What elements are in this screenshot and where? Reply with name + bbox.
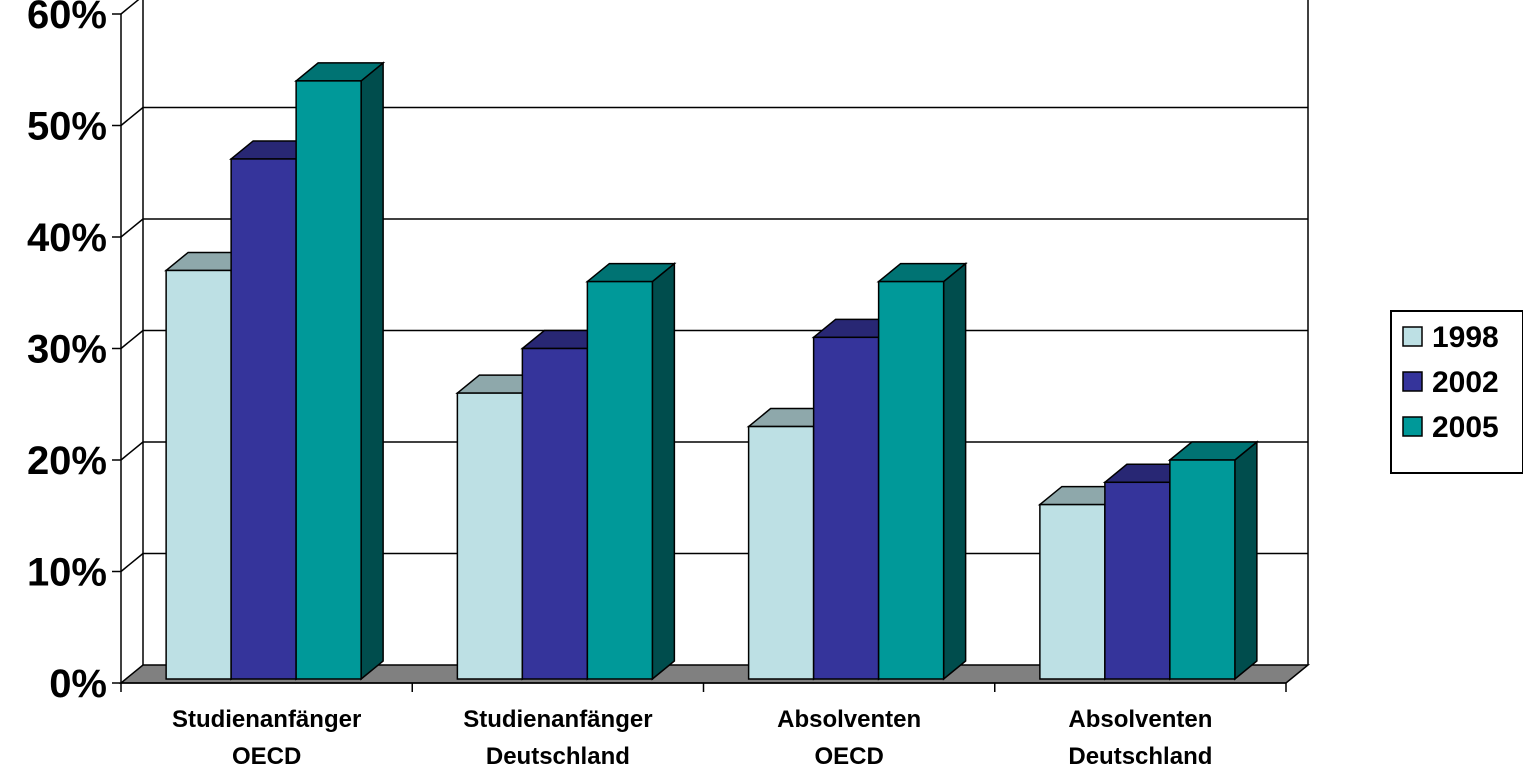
x-category-label: Absolventen (1068, 706, 1212, 733)
y-tick-label: 40% (27, 216, 107, 260)
x-category-label: Absolventen (777, 706, 921, 733)
gridline-side (120, 106, 144, 127)
y-tick-label: 20% (27, 439, 107, 483)
gridline-side (120, 329, 144, 350)
bar (586, 280, 654, 680)
y-tick-label: 10% (27, 551, 107, 595)
bar (165, 269, 232, 680)
gridline-side (120, 0, 140, 15)
legend-swatch (1402, 416, 1423, 437)
x-category-label: Deutschland (1068, 743, 1212, 770)
legend-swatch (1402, 326, 1423, 347)
legend-label: 2005 (1432, 411, 1499, 444)
bar-side (942, 262, 967, 681)
y-tick-labels: 0% 10% 20% 30% 40% 50% 60% (27, 0, 121, 706)
y-tick-label: 0% (49, 662, 107, 706)
bar (877, 280, 945, 680)
x-category-label: Studienanfänger (172, 706, 361, 733)
bar-side (360, 61, 384, 681)
y-tick-label: 60% (27, 0, 107, 37)
bars (164, 61, 1259, 681)
bar (1039, 503, 1106, 680)
gridline-side (120, 552, 144, 573)
bar-side (651, 262, 676, 681)
bar (747, 425, 815, 680)
bar (1169, 459, 1236, 680)
bar (456, 392, 524, 680)
y-tick-label: 50% (27, 105, 107, 149)
bar (295, 80, 362, 680)
bar-side (1234, 440, 1258, 681)
legend-swatch (1402, 371, 1423, 392)
legend-label: 1998 (1432, 321, 1499, 354)
bar (1104, 481, 1171, 680)
y-tick-label: 30% (27, 328, 107, 372)
legend: 1998 2002 2005 (1390, 310, 1523, 474)
bar (230, 158, 297, 680)
x-category-label: Studienanfänger (463, 706, 652, 733)
x-category-label: Deutschland (486, 743, 630, 770)
x-category-labels: Studienanfänger OECD Studienanfänger Deutsc… (172, 706, 1212, 770)
bar (521, 347, 589, 680)
legend-label: 2002 (1432, 366, 1499, 399)
gridline-side (120, 218, 144, 238)
bar (812, 336, 880, 680)
x-category-label: OECD (814, 743, 883, 770)
gridline-side (120, 441, 144, 461)
x-category-label: OECD (232, 743, 301, 770)
